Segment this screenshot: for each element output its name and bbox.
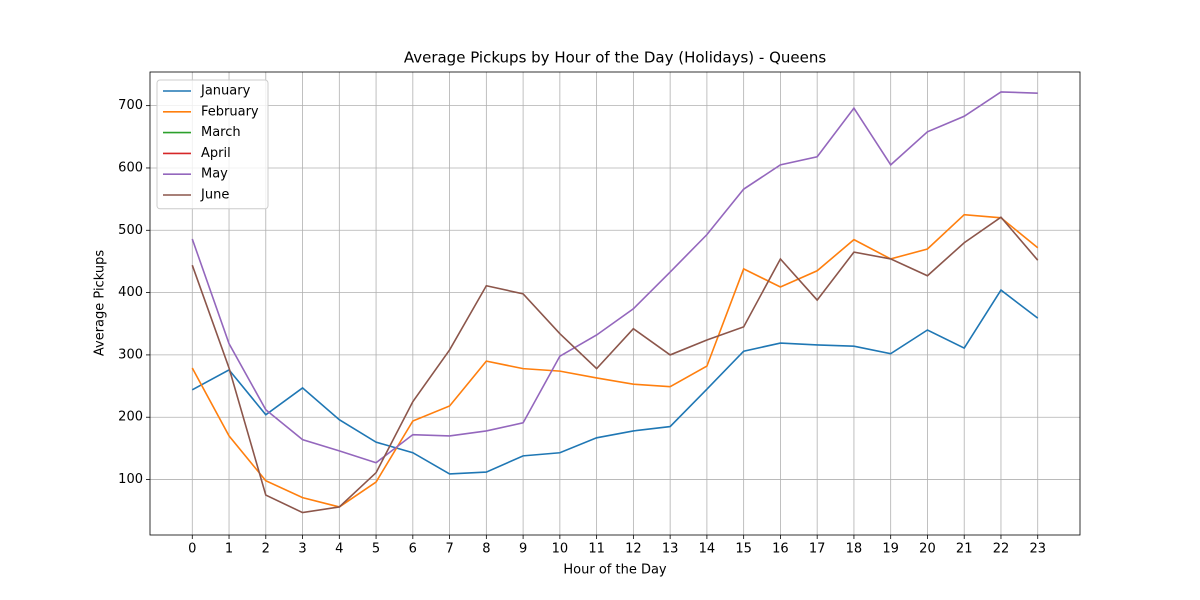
legend-label: June xyxy=(200,188,229,203)
x-tick-label: 11 xyxy=(588,542,605,557)
data-line xyxy=(191,288,1039,475)
x-tick-label: 23 xyxy=(1029,542,1046,557)
x-tick-label: 17 xyxy=(809,542,826,557)
legend-label: April xyxy=(201,146,231,161)
y-tick-label: 400 xyxy=(118,285,143,300)
y-tick-label: 700 xyxy=(118,98,143,113)
x-tick-label: 9 xyxy=(519,542,527,557)
y-tick-label: 500 xyxy=(118,223,143,238)
x-tick-label: 15 xyxy=(735,542,752,557)
x-tick-label: 19 xyxy=(882,542,899,557)
y-tick-label: 600 xyxy=(118,160,143,175)
x-tick-label: 14 xyxy=(699,542,716,557)
data-line xyxy=(191,91,1038,464)
x-tick-label: 10 xyxy=(552,542,569,557)
x-tick-label: 1 xyxy=(225,542,233,557)
y-tick-label: 100 xyxy=(118,472,143,487)
x-tick-label: 5 xyxy=(372,542,380,557)
x-tick-label: 8 xyxy=(482,542,490,557)
x-tick-label: 22 xyxy=(993,542,1010,557)
x-tick-label: 3 xyxy=(298,542,306,557)
x-tick-label: 7 xyxy=(445,542,453,557)
legend-label: March xyxy=(201,125,241,140)
data-line xyxy=(191,216,1039,514)
x-tick-label: 12 xyxy=(625,542,642,557)
x-axis-label: Hour of the Day xyxy=(563,563,667,578)
legend-label: January xyxy=(200,84,251,99)
x-tick-label: 16 xyxy=(772,542,789,557)
plot-frame xyxy=(149,71,1081,536)
x-tick-label: 2 xyxy=(262,542,270,557)
chart-title: Average Pickups by Hour of the Day (Holi… xyxy=(404,49,827,67)
legend-label: May xyxy=(201,167,228,182)
x-tick-label: 0 xyxy=(188,542,196,557)
x-tick-label: 13 xyxy=(662,542,679,557)
y-tick-label: 300 xyxy=(118,347,143,362)
x-tick-label: 18 xyxy=(846,542,863,557)
x-tick-label: 21 xyxy=(956,542,973,557)
x-tick-label: 6 xyxy=(409,542,417,557)
legend-label: February xyxy=(201,104,259,119)
y-axis-label: Average Pickups xyxy=(93,250,108,356)
data-line xyxy=(191,213,1039,508)
x-tick-label: 20 xyxy=(919,542,936,557)
x-tick-label: 4 xyxy=(335,542,343,557)
y-tick-label: 200 xyxy=(118,410,143,425)
